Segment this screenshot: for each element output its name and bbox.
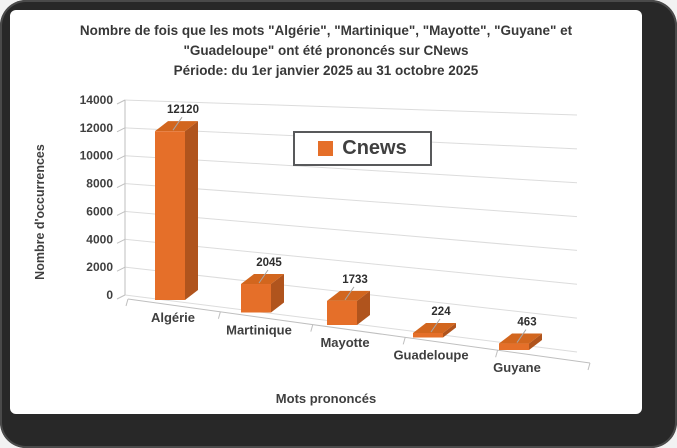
chart-title-line3: Période: du 1er janvier 2025 au 31 octob… bbox=[173, 63, 479, 78]
x-axis-tick bbox=[125, 298, 129, 307]
value-leader-line bbox=[516, 329, 527, 343]
gridline bbox=[124, 183, 578, 218]
value-label: 12120 bbox=[167, 104, 199, 116]
bar-Mayotte bbox=[327, 290, 370, 325]
chart-card: 14000 12000 10000 8000 6000 4000 2000 0 12120 Alg… bbox=[10, 10, 642, 414]
chart-svg: 14000 12000 10000 8000 6000 4000 2000 0 12120 Alg… bbox=[80, 93, 591, 375]
bar-front-face bbox=[241, 284, 271, 313]
bar-side-face bbox=[271, 274, 284, 313]
chart-title-line1: Nombre de fois que les mots "Algérie", "… bbox=[79, 23, 573, 38]
bar-front-face bbox=[155, 131, 185, 300]
bar-front-face bbox=[413, 333, 443, 338]
gridline bbox=[124, 210, 578, 251]
legend: Cnews bbox=[293, 131, 432, 166]
y-tick-label: 14000 bbox=[80, 93, 114, 107]
y-tick-label: 2000 bbox=[86, 260, 113, 274]
y-axis-tick bbox=[116, 238, 126, 244]
y-axis-tick bbox=[116, 127, 126, 133]
gridline bbox=[124, 99, 578, 116]
x-axis-tick bbox=[495, 350, 499, 358]
value-leader-line bbox=[258, 269, 269, 284]
bar-Algérie bbox=[155, 121, 198, 300]
category-label: Guadeloupe bbox=[393, 348, 468, 363]
x-axis-title: Mots prononcés bbox=[275, 391, 377, 406]
bar-side-face bbox=[185, 121, 198, 300]
y-axis-tick bbox=[116, 210, 126, 216]
bar-front-face bbox=[327, 300, 357, 325]
y-tick-label: 4000 bbox=[86, 232, 113, 246]
y-axis-tick bbox=[116, 183, 126, 189]
bar-top-face bbox=[499, 333, 542, 344]
legend-label: Cnews bbox=[342, 137, 407, 159]
y-axis-tick bbox=[116, 294, 126, 300]
x-axis-tick bbox=[217, 311, 221, 319]
x-axis-line bbox=[127, 298, 591, 364]
x-axis-tick bbox=[402, 337, 406, 345]
bar-top-face bbox=[413, 323, 456, 333]
chart-title-line2: "Guadeloupe" ont été prononcés sur CNews bbox=[183, 43, 469, 58]
y-axis-tick bbox=[116, 155, 126, 161]
bar-top-face bbox=[241, 274, 284, 285]
value-label: 1733 bbox=[342, 274, 368, 286]
value-leader-line bbox=[172, 116, 183, 131]
chart-title: Nombre de fois que les mots "Algérie", "… bbox=[10, 21, 642, 81]
y-axis-title: Nombre d'occurrences bbox=[33, 144, 47, 280]
value-leader-line bbox=[344, 286, 355, 301]
legend-color-swatch-icon bbox=[318, 141, 334, 156]
y-tick-label: 0 bbox=[106, 288, 113, 302]
y-axis-tick bbox=[116, 266, 126, 272]
bar-Guadeloupe bbox=[413, 323, 456, 338]
value-label: 463 bbox=[517, 317, 536, 329]
x-axis-tick bbox=[310, 324, 314, 332]
gridline bbox=[124, 155, 578, 184]
bar-top-face bbox=[327, 290, 370, 301]
gridline bbox=[124, 238, 578, 285]
y-tick-label: 10000 bbox=[80, 149, 114, 163]
bar-side-face bbox=[357, 290, 370, 325]
bar-Guyane bbox=[499, 333, 542, 350]
bar-front-face bbox=[499, 343, 529, 350]
bar-side-face bbox=[443, 323, 456, 338]
value-label: 224 bbox=[431, 306, 451, 318]
category-label: Mayotte bbox=[320, 335, 369, 350]
y-tick-label: 12000 bbox=[80, 121, 114, 135]
category-label: Guyane bbox=[493, 360, 541, 375]
y-axis-tick bbox=[116, 99, 126, 105]
y-tick-label: 8000 bbox=[86, 177, 113, 191]
bar-Martinique bbox=[241, 274, 284, 313]
category-label: Algérie bbox=[151, 310, 195, 325]
bar-top-face bbox=[155, 121, 198, 132]
bar-side-face bbox=[529, 333, 542, 350]
x-axis-tick bbox=[587, 362, 591, 371]
category-label: Martinique bbox=[226, 323, 292, 338]
y-tick-label: 6000 bbox=[86, 204, 113, 218]
value-label: 2045 bbox=[256, 257, 282, 269]
value-leader-line bbox=[430, 318, 441, 333]
